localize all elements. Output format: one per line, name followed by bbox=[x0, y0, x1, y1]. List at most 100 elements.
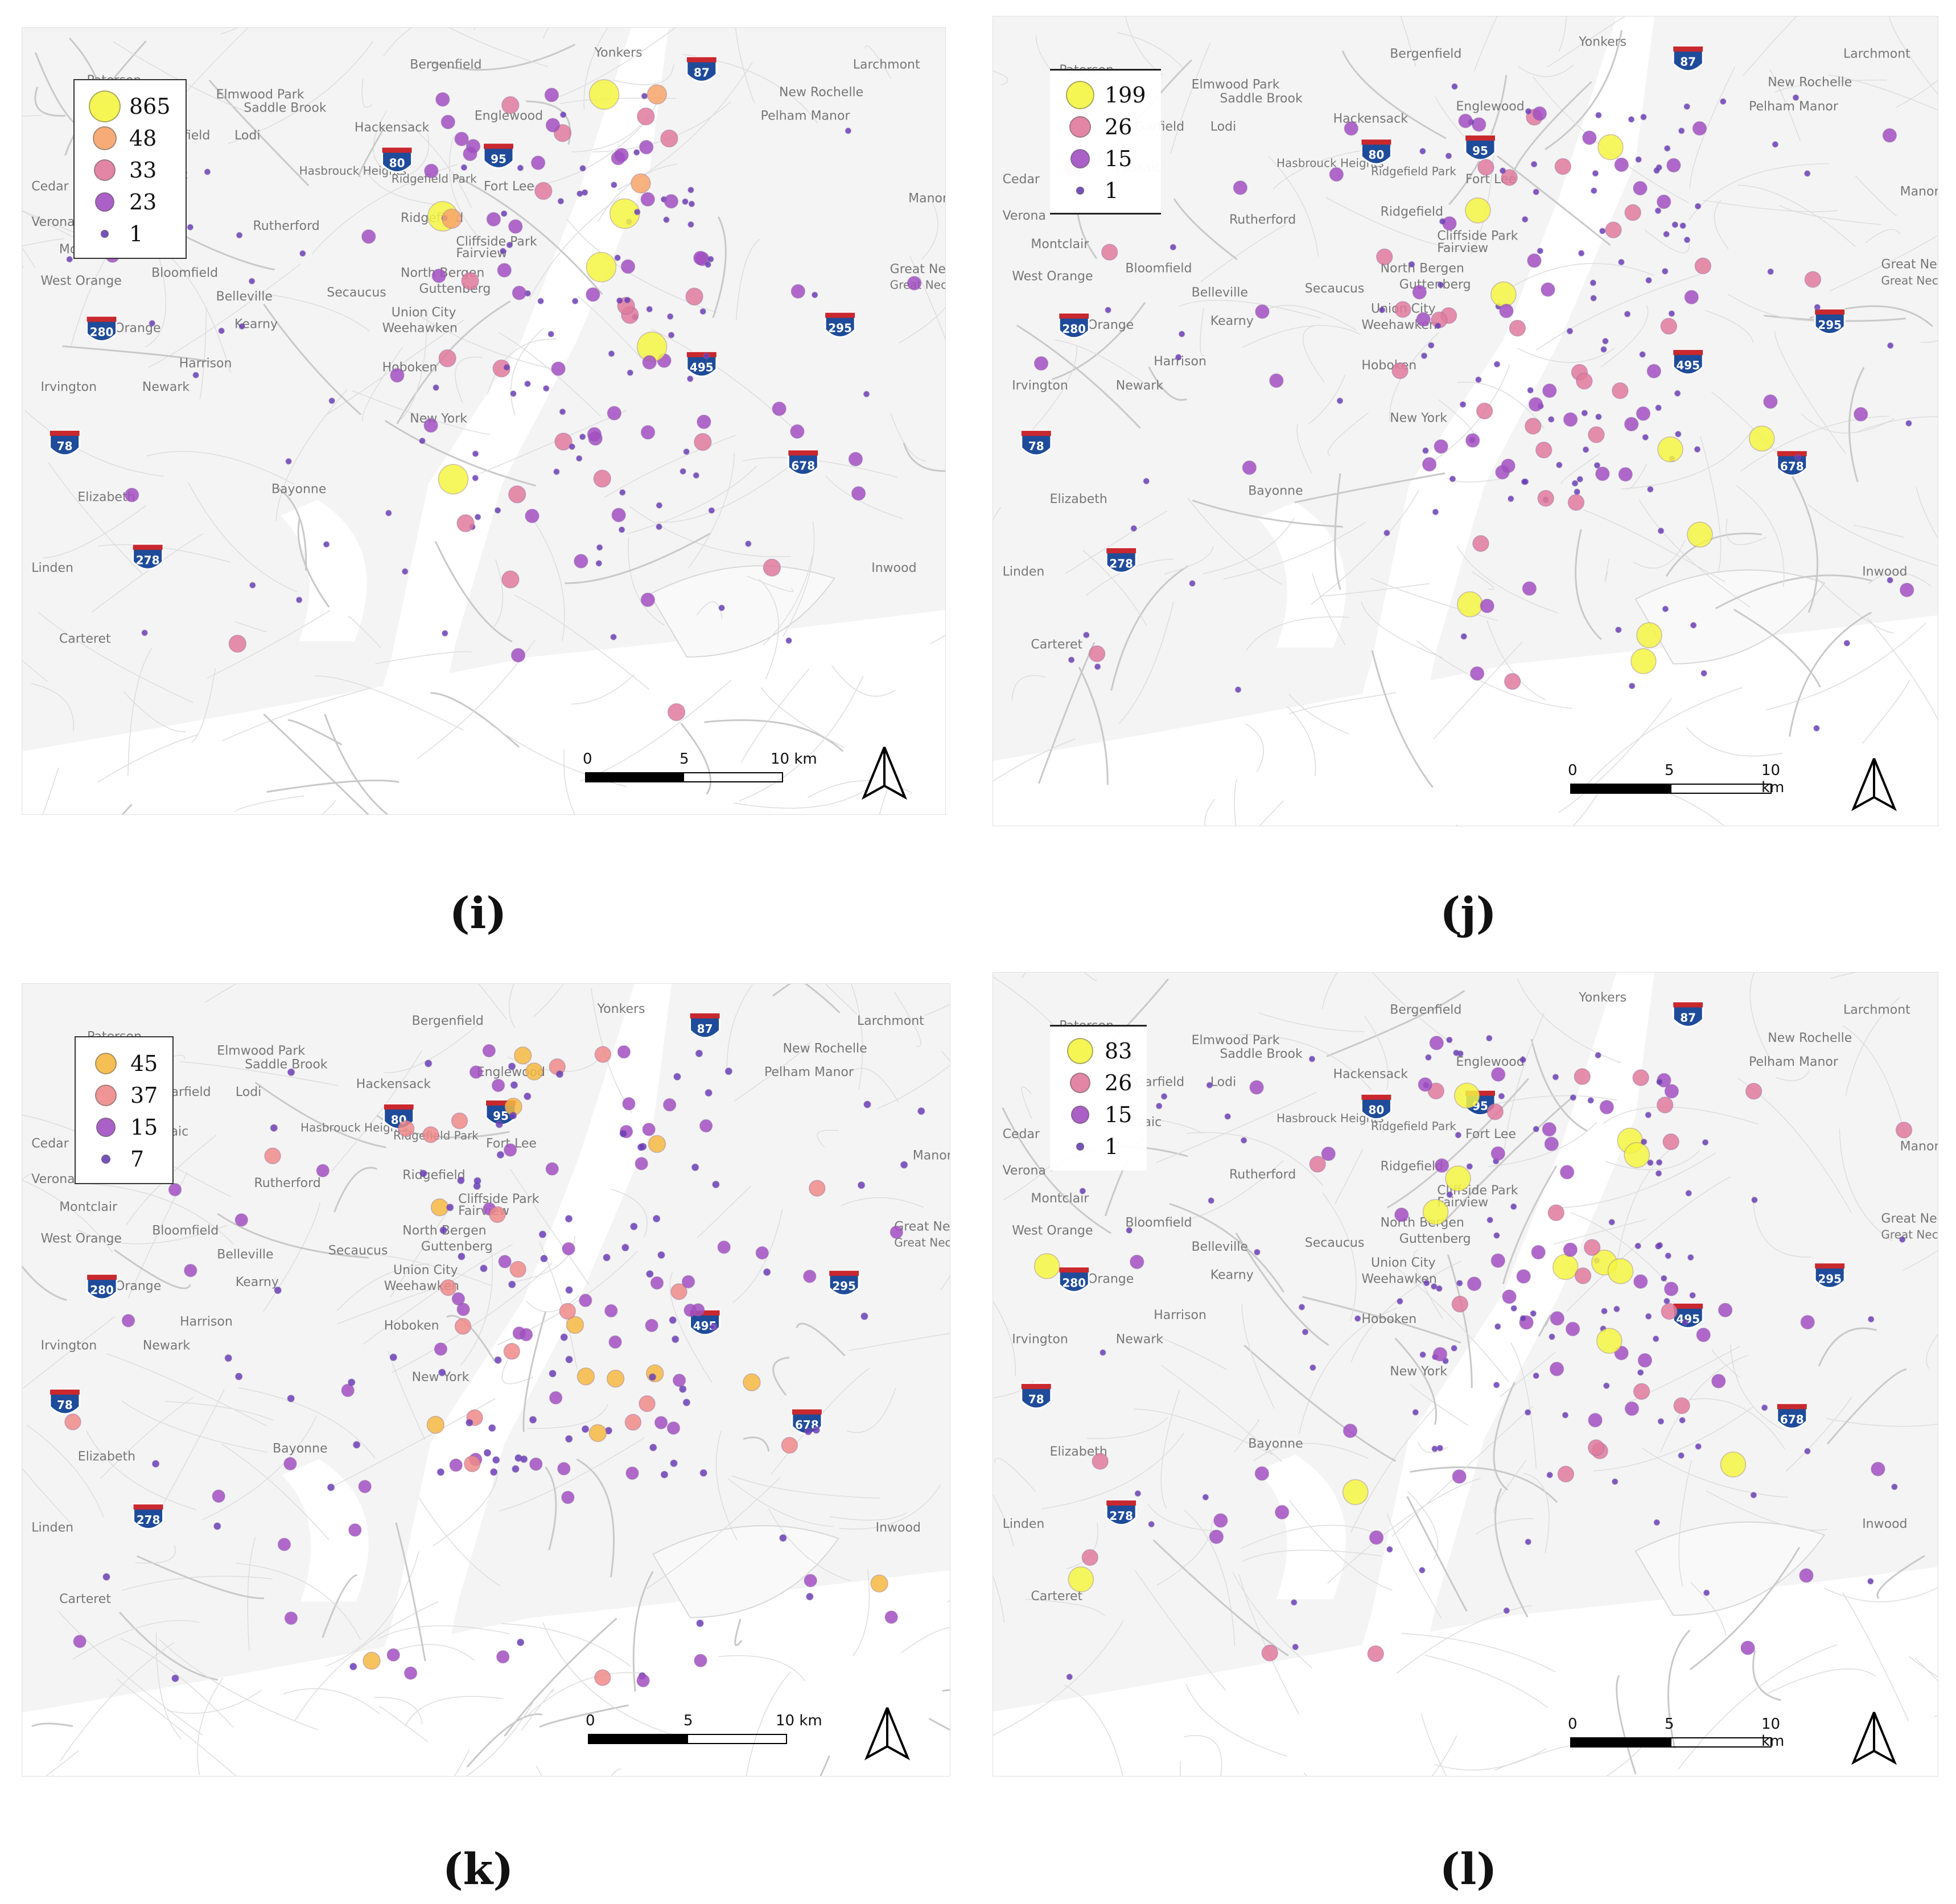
legend-label: 45 bbox=[130, 1051, 158, 1076]
highway-shield-icon: 80 bbox=[1360, 138, 1392, 165]
incident-point bbox=[588, 1424, 607, 1443]
incident-point bbox=[512, 286, 527, 300]
incident-point bbox=[1490, 1146, 1506, 1161]
incident-point bbox=[1597, 134, 1624, 160]
incident-point bbox=[287, 1394, 295, 1403]
incident-point bbox=[1418, 1077, 1433, 1092]
incident-point bbox=[1493, 1382, 1500, 1388]
incident-point bbox=[1661, 1303, 1678, 1320]
incident-point bbox=[454, 1318, 472, 1335]
incident-point bbox=[781, 1437, 798, 1454]
incident-point bbox=[1567, 494, 1585, 511]
place-label: Bayonne bbox=[1248, 1437, 1303, 1451]
incident-point bbox=[1636, 622, 1662, 648]
incident-point bbox=[1763, 394, 1778, 409]
incident-point bbox=[1632, 1069, 1649, 1086]
incident-point bbox=[1654, 207, 1662, 215]
incident-point bbox=[1745, 1082, 1763, 1100]
legend-symbol bbox=[93, 126, 117, 150]
place-label: Pelham Manor bbox=[764, 1065, 854, 1079]
legend-symbol bbox=[95, 1053, 117, 1074]
incident-point bbox=[560, 1333, 568, 1341]
legend-row: 26 bbox=[1060, 1067, 1132, 1099]
incident-point bbox=[1694, 257, 1712, 275]
incident-point bbox=[323, 541, 330, 548]
incident-point bbox=[581, 189, 588, 196]
scale-bar-j: 0 5 10 km bbox=[1568, 762, 1807, 802]
incident-point bbox=[1618, 467, 1633, 482]
incident-point bbox=[569, 443, 575, 450]
incident-point bbox=[1519, 1315, 1527, 1322]
incident-point bbox=[1637, 1369, 1644, 1376]
legend-row: 1 bbox=[1060, 175, 1146, 207]
legend-j: 199 26 15 1 bbox=[1050, 69, 1161, 215]
incident-point bbox=[1544, 1136, 1559, 1152]
incident-point bbox=[619, 489, 626, 496]
incident-point bbox=[557, 197, 565, 205]
incident-point bbox=[1490, 1253, 1505, 1268]
incident-point bbox=[1477, 159, 1494, 176]
incident-point bbox=[682, 198, 689, 205]
place-label: Elmwood Park bbox=[1192, 1033, 1280, 1048]
incident-point bbox=[640, 425, 656, 440]
incident-point bbox=[551, 361, 566, 376]
scale-label-zero: 0 bbox=[1568, 762, 1578, 779]
incident-point bbox=[571, 298, 579, 304]
incident-point bbox=[553, 468, 560, 475]
incident-point bbox=[1310, 1364, 1316, 1371]
incident-point bbox=[1343, 1423, 1358, 1439]
incident-point bbox=[1595, 112, 1602, 119]
place-label: Verona bbox=[1003, 1164, 1046, 1178]
scale-label-mid: 5 bbox=[1665, 1716, 1674, 1733]
incident-point bbox=[1679, 222, 1686, 229]
incident-point bbox=[1532, 106, 1547, 121]
incident-point bbox=[666, 1421, 681, 1435]
incident-point bbox=[1344, 121, 1359, 136]
incident-point bbox=[694, 1654, 707, 1667]
incident-point bbox=[439, 1279, 457, 1296]
incident-point bbox=[1486, 1103, 1504, 1120]
incident-point bbox=[1254, 1248, 1261, 1256]
incident-point bbox=[1871, 1461, 1885, 1477]
incident-point bbox=[699, 308, 706, 315]
incident-point bbox=[472, 475, 479, 481]
incident-point bbox=[430, 1198, 449, 1217]
incident-point bbox=[565, 1355, 573, 1363]
incident-point bbox=[683, 448, 690, 455]
incident-point bbox=[1490, 281, 1517, 308]
incident-point bbox=[870, 1575, 888, 1593]
highway-shield-icon: 78 bbox=[49, 430, 81, 456]
place-label: Fort Lee bbox=[484, 180, 534, 194]
incident-point bbox=[1126, 1227, 1133, 1234]
incident-point bbox=[1596, 1328, 1623, 1354]
incident-point bbox=[442, 208, 462, 229]
incident-point bbox=[1589, 279, 1597, 286]
incident-point bbox=[549, 1370, 557, 1378]
legend-symbol bbox=[1069, 116, 1091, 138]
incident-point bbox=[1457, 591, 1483, 617]
incident-point bbox=[686, 375, 694, 382]
incident-point bbox=[1656, 1242, 1663, 1249]
place-label: Orange bbox=[1088, 1272, 1134, 1286]
incident-point bbox=[213, 1522, 221, 1530]
incident-point bbox=[1640, 113, 1647, 121]
incident-point bbox=[693, 250, 708, 266]
incident-point bbox=[566, 1316, 584, 1334]
incident-point bbox=[1486, 1217, 1493, 1223]
incident-point bbox=[1645, 1313, 1652, 1320]
incident-point bbox=[575, 455, 583, 462]
incident-point bbox=[510, 648, 526, 663]
incident-point bbox=[1887, 576, 1893, 584]
highway-shield-icon: 87 bbox=[689, 1012, 721, 1039]
incident-point bbox=[1321, 1146, 1336, 1161]
incident-point bbox=[73, 1634, 87, 1649]
incident-point bbox=[264, 1147, 281, 1165]
incident-point bbox=[640, 592, 656, 607]
highway-shield-icon: 280 bbox=[1058, 1266, 1090, 1293]
incident-point bbox=[1429, 1036, 1444, 1050]
place-label: New Rochelle bbox=[1768, 1031, 1852, 1045]
incident-point bbox=[520, 1455, 528, 1463]
incident-point bbox=[743, 1373, 761, 1391]
incident-point bbox=[234, 1213, 249, 1227]
place-label: Manor bbox=[913, 1148, 950, 1163]
